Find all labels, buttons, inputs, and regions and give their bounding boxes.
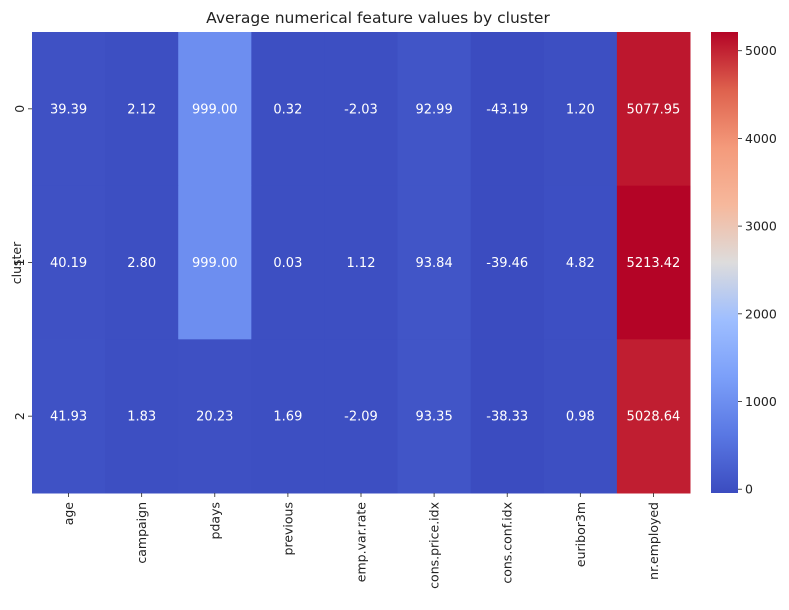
colorbar-tick-label: 5000 [745, 43, 777, 58]
heatmap-cell [251, 339, 325, 494]
cell-value-label: -2.03 [344, 102, 378, 117]
cell-value-label: 5077.95 [627, 102, 681, 117]
cell-value-label: -43.19 [486, 102, 528, 117]
heatmap-cell [324, 185, 399, 340]
heatmap-cell [543, 339, 618, 494]
heatmap-cell [32, 32, 106, 187]
colorbar-tick-label: 0 [745, 482, 753, 497]
heatmap-cell [324, 32, 399, 187]
cell-value-label: 40.19 [50, 256, 87, 271]
cell-value-label: -2.09 [344, 410, 378, 425]
x-tick-label: previous [280, 502, 295, 555]
heatmap-cell [397, 185, 472, 340]
colorbar-tick-label: 2000 [745, 306, 777, 321]
heatmap-cell [543, 32, 618, 187]
cell-value-label: 5028.64 [627, 410, 681, 425]
colorbar-ticks: 0 1000 2000 3000 4000 5000 [738, 43, 777, 497]
cell-value-label: 2.80 [127, 256, 156, 271]
heatmap-cell [105, 339, 179, 494]
heatmap-cell [105, 32, 179, 187]
y-tick-label: 2 [12, 412, 27, 420]
heatmap-cell [178, 185, 252, 340]
cell-value-label: 39.39 [50, 102, 87, 117]
colorbar-tick-label: 3000 [745, 219, 777, 234]
y-tick-label: 1 [12, 259, 27, 267]
heatmap-cell [470, 32, 545, 187]
heatmap-cell [251, 32, 325, 187]
x-tick-label: emp.var.rate [354, 502, 369, 582]
cell-value-label: 999.00 [192, 256, 238, 271]
heatmap-cell [616, 339, 691, 494]
heatmap-cell-labels: 39.39 2.12 999.00 0.32 -2.03 92.99 -43.19 1.20 5… [50, 102, 680, 424]
colorbar-gradient [711, 32, 738, 493]
heatmap-cell [251, 185, 325, 340]
colorbar [711, 32, 738, 493]
cell-value-label: 4.82 [566, 256, 595, 271]
cell-value-label: 999.00 [192, 102, 238, 117]
y-axis-ticks: 0 1 2 [12, 105, 32, 420]
cell-value-label: -39.46 [486, 256, 528, 271]
cell-value-label: 41.93 [50, 410, 87, 425]
x-tick-label: euribor3m [573, 502, 588, 567]
colorbar-tick-label: 1000 [745, 394, 777, 409]
heatmap-cells [32, 32, 691, 494]
x-tick-label: age [61, 502, 76, 526]
heatmap-cell [324, 339, 399, 494]
heatmap-cell [178, 339, 252, 494]
chart-title: Average numerical feature values by clus… [206, 9, 550, 27]
heatmap-cell [105, 185, 179, 340]
y-tick-label: 0 [12, 105, 27, 113]
cell-value-label: 1.12 [347, 256, 376, 271]
cell-value-label: 93.35 [416, 410, 453, 425]
cell-value-label: 2.12 [127, 102, 156, 117]
y-axis-label: cluster [9, 241, 24, 284]
heatmap-cell [397, 32, 472, 187]
x-tick-label: cons.price.idx [427, 502, 442, 589]
cell-value-label: 5213.42 [627, 256, 681, 271]
colorbar-tick-label: 4000 [745, 131, 777, 146]
x-tick-label: cons.conf.idx [500, 502, 515, 584]
cell-value-label: 1.69 [273, 410, 302, 425]
heatmap-cell [470, 339, 545, 494]
x-tick-label: campaign [134, 502, 149, 564]
heatmap-cell [397, 339, 472, 494]
cell-value-label: 20.23 [196, 410, 233, 425]
x-tick-label: pdays [207, 502, 222, 539]
cell-value-label: 0.98 [566, 410, 595, 425]
x-axis-ticks: age campaign pdays previous emp.var.rate cons… [61, 493, 661, 589]
cell-value-label: 0.03 [273, 256, 302, 271]
cell-value-label: 1.20 [566, 102, 595, 117]
heatmap-cell [470, 185, 545, 340]
cell-value-label: -38.33 [486, 410, 528, 425]
x-tick-label: nr.employed [646, 502, 661, 580]
heatmap-cell [616, 32, 691, 187]
cell-value-label: 1.83 [127, 410, 156, 425]
cell-value-label: 0.32 [273, 102, 302, 117]
heatmap-cell [178, 32, 252, 187]
heatmap-cell [616, 185, 691, 340]
heatmap-cell [32, 185, 106, 340]
cell-value-label: 92.99 [416, 102, 453, 117]
heatmap-cell [543, 185, 618, 340]
cell-value-label: 93.84 [416, 256, 453, 271]
heatmap-cell [32, 339, 106, 494]
